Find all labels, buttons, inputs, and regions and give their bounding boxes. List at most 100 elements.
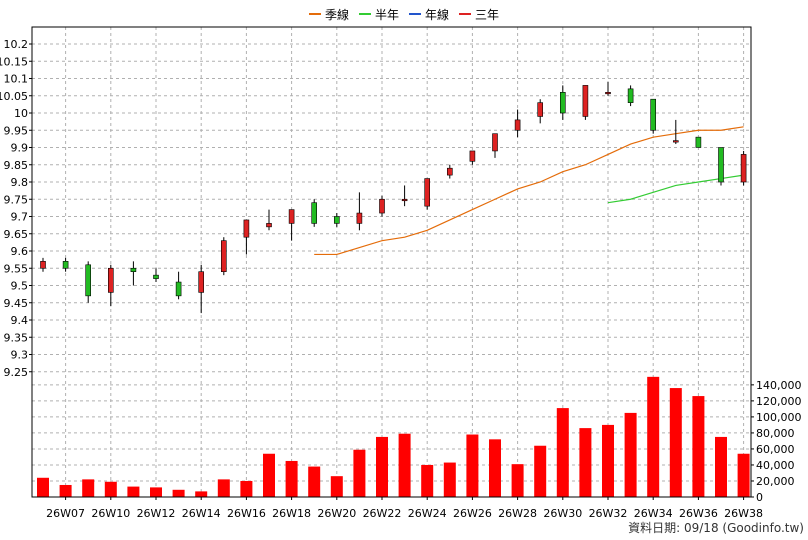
volume-bar xyxy=(82,479,95,497)
price-tick-label: 10.1 xyxy=(4,73,29,86)
candle-body xyxy=(401,198,408,202)
legend-item: 半年 xyxy=(358,6,399,22)
volume-bar xyxy=(353,449,366,497)
volume-bar xyxy=(624,412,637,497)
volume-bar xyxy=(715,436,727,497)
price-tick-label: 9.85 xyxy=(4,159,29,172)
candle-body xyxy=(198,271,204,293)
volume-bar xyxy=(263,453,275,497)
x-tick-label: 26W28 xyxy=(498,507,537,520)
volume-bar xyxy=(511,464,524,497)
price-tick-label: 9.8 xyxy=(11,176,29,189)
x-tick-label: 26W34 xyxy=(634,507,673,520)
price-tick-label: 10 xyxy=(14,107,28,120)
candle-body xyxy=(492,133,498,152)
x-tick-label: 26W30 xyxy=(543,507,582,520)
legend-item: 三年 xyxy=(459,6,499,22)
candle-body xyxy=(243,219,250,238)
volume-tick-label: 40,000 xyxy=(756,459,795,472)
x-tick-label: 26W20 xyxy=(317,507,356,520)
volume-bars xyxy=(37,376,750,497)
volume-bar xyxy=(330,476,343,497)
x-tick-label: 26W38 xyxy=(724,507,763,520)
candle-body xyxy=(221,240,227,272)
candle-body xyxy=(627,88,634,103)
volume-bar xyxy=(579,428,592,497)
series-line xyxy=(314,126,744,256)
volume-bar xyxy=(104,481,117,497)
candle-body xyxy=(40,261,46,269)
price-tick-label: 9.25 xyxy=(4,366,29,379)
volume-bar xyxy=(217,479,230,497)
candle-body xyxy=(175,281,182,297)
volume-tick-label: 140,000 xyxy=(756,379,802,392)
volume-bar xyxy=(285,460,298,497)
volume-bar xyxy=(398,433,411,497)
volume-bar xyxy=(376,436,388,497)
x-tick-label: 26W26 xyxy=(453,507,492,520)
legend-swatch xyxy=(308,13,321,15)
legend-item: 年線 xyxy=(409,6,449,22)
volume-tick-label: 100,000 xyxy=(756,411,802,424)
price-tick-label: 10.15 xyxy=(0,55,28,68)
candle-body xyxy=(605,92,611,95)
data-date-credit: 資料日期: 09/18 (Goodinfo.tw) xyxy=(628,521,804,535)
candle-body xyxy=(288,209,295,224)
candle-body xyxy=(85,264,91,297)
grid-lines xyxy=(32,27,751,497)
x-tick-label: 26W22 xyxy=(363,507,402,520)
volume-bar xyxy=(421,464,434,497)
legend-label: 三年 xyxy=(475,7,500,22)
candle-body xyxy=(130,267,137,273)
candle-body xyxy=(740,154,747,183)
volume-tick-label: 80,000 xyxy=(756,427,795,440)
volume-bar xyxy=(59,484,72,497)
volume-bar xyxy=(443,462,456,497)
candle-body xyxy=(153,274,159,279)
volume-tick-label: 0 xyxy=(756,491,763,504)
volume-bar xyxy=(556,408,569,497)
legend-swatch xyxy=(358,13,371,15)
volume-bar xyxy=(150,487,162,497)
volume-bar xyxy=(602,424,614,497)
x-tick-label: 26W10 xyxy=(91,507,130,520)
x-tick-label: 26W16 xyxy=(227,507,266,520)
candle-body xyxy=(266,223,272,228)
x-tick-label: 26W14 xyxy=(182,507,221,520)
candle-body xyxy=(695,136,702,148)
volume-tick-label: 120,000 xyxy=(756,395,802,408)
volume-bar xyxy=(737,453,750,497)
candle-body xyxy=(514,119,521,131)
x-tick-label: 26W24 xyxy=(408,507,447,520)
candlesticks xyxy=(40,81,747,314)
price-tick-label: 9.5 xyxy=(11,280,29,293)
volume-bar xyxy=(466,434,479,497)
x-tick-label: 26W18 xyxy=(272,507,311,520)
candle-body xyxy=(356,212,363,224)
x-tick-label: 26W36 xyxy=(679,507,718,520)
price-tick-label: 9.55 xyxy=(4,262,29,275)
volume-bar xyxy=(669,388,682,497)
price-tick-label: 9.9 xyxy=(11,142,29,155)
price-tick-label: 9.75 xyxy=(4,193,29,206)
volume-bar xyxy=(489,439,501,497)
candle-body xyxy=(537,102,544,117)
candle-body xyxy=(559,92,566,114)
price-tick-label: 9.95 xyxy=(4,124,29,137)
candle-body xyxy=(333,216,340,224)
price-tick-label: 10.05 xyxy=(0,90,28,103)
candle-body xyxy=(672,140,679,143)
price-tick-label: 9.45 xyxy=(4,297,29,310)
candle-body xyxy=(311,202,318,224)
candle-body xyxy=(424,178,431,207)
candle-body xyxy=(108,267,114,293)
volume-bar xyxy=(692,396,705,497)
candle-body xyxy=(650,98,657,131)
volume-bar xyxy=(240,480,253,497)
legend-swatch xyxy=(459,13,472,15)
candle-body xyxy=(469,150,476,162)
volume-bar xyxy=(195,491,208,497)
candle-body xyxy=(718,147,724,183)
moving-average-lines xyxy=(314,126,744,256)
